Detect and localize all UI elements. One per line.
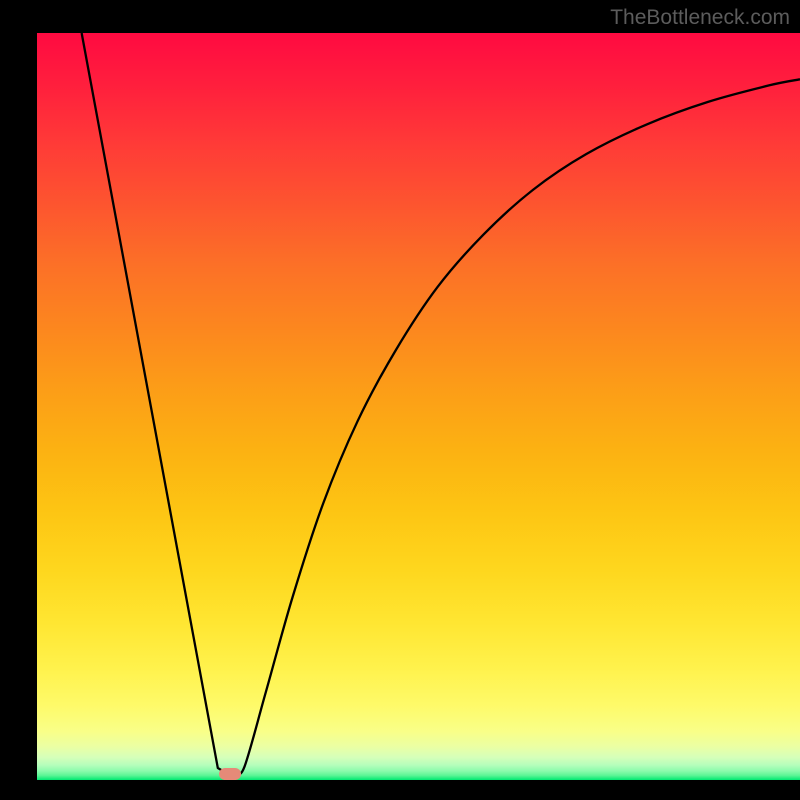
watermark-text: TheBottleneck.com: [610, 6, 790, 30]
optimal-point-marker: [219, 768, 241, 780]
chart-plot-area: [37, 33, 800, 780]
chart-svg: [37, 33, 800, 780]
